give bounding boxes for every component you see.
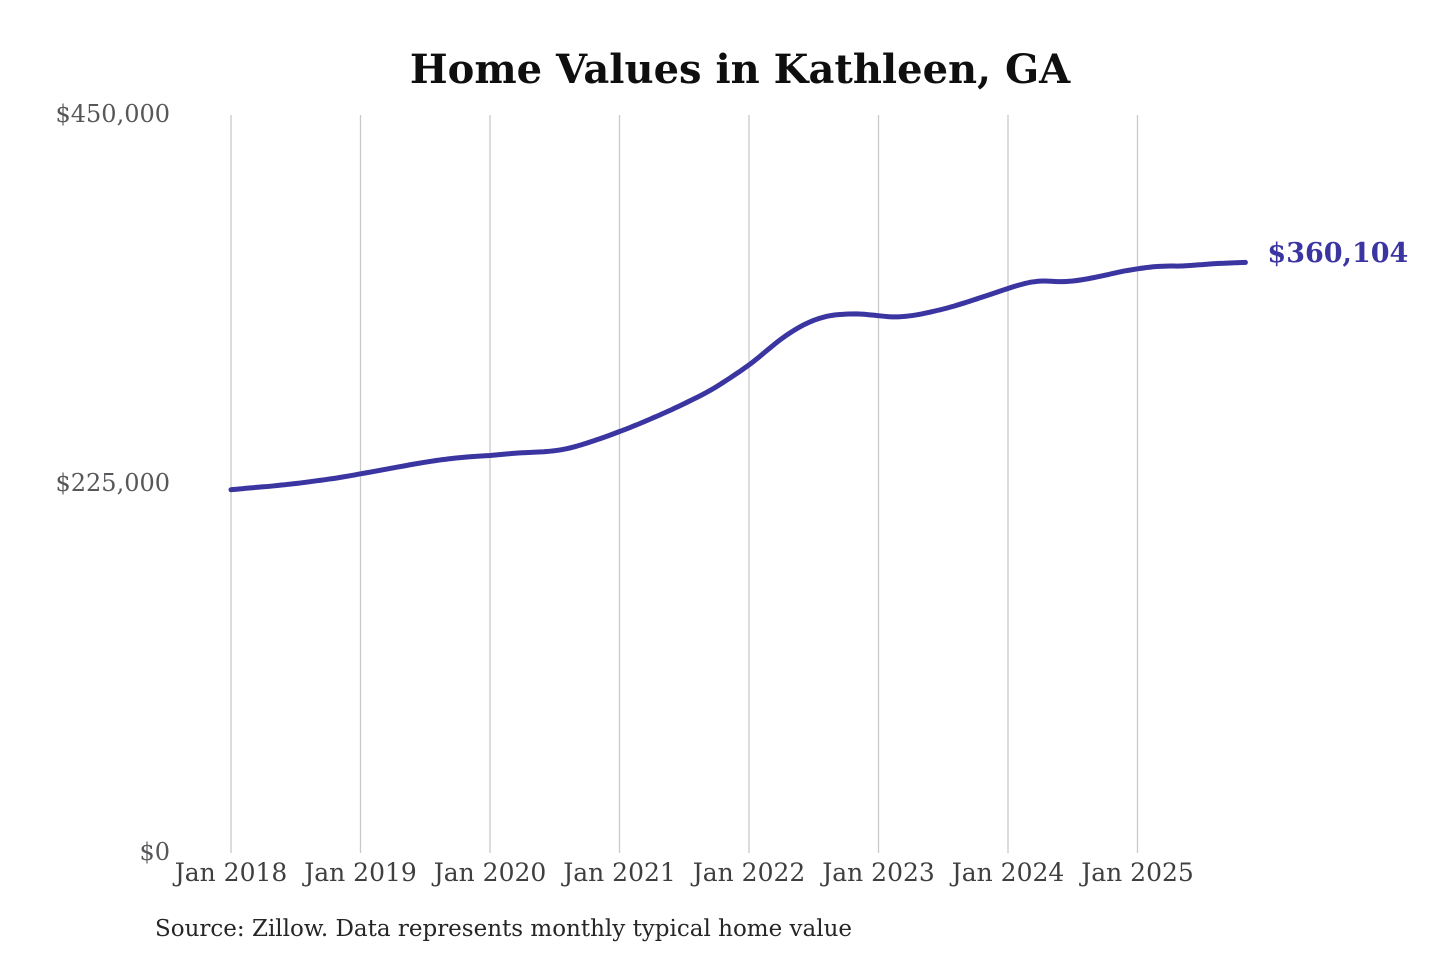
x-axis-tick-label: Jan 2022 — [692, 858, 806, 887]
x-axis-tick-label: Jan 2020 — [433, 858, 547, 887]
y-axis-tick-label: $225,000 — [55, 469, 170, 497]
latest-value-label: $360,104 — [1267, 238, 1409, 270]
chart-title: Home Values in Kathleen, GA — [409, 46, 1071, 93]
x-axis-tick-label: Jan 2024 — [951, 858, 1065, 887]
x-axis-tick-label: Jan 2018 — [174, 858, 288, 887]
x-axis-tick-label: Jan 2019 — [304, 858, 417, 887]
y-axis-tick-label: $0 — [139, 838, 170, 866]
x-axis-tick-label: Jan 2023 — [822, 858, 935, 887]
home-value-line — [228, 259, 1248, 493]
source-note: Source: Zillow. Data represents monthly … — [155, 916, 853, 942]
y-axis-tick-label: $450,000 — [55, 100, 170, 128]
x-axis-tick-label: Jan 2025 — [1081, 858, 1194, 887]
x-axis-tick-label: Jan 2021 — [563, 858, 676, 887]
